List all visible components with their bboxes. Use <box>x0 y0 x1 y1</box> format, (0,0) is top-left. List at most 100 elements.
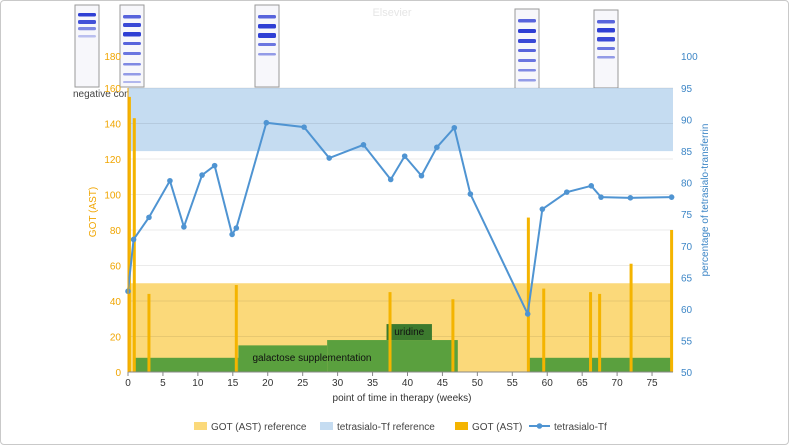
tf-point-21 <box>563 189 570 195</box>
legend-label: GOT (AST) reference <box>211 422 307 433</box>
gel-image-3 <box>514 8 540 90</box>
legend-label: tetrasialo-Tf reference <box>337 422 435 433</box>
tf-point-7 <box>229 231 235 238</box>
gel-band <box>78 27 96 31</box>
gel-band <box>258 24 276 29</box>
gel-band <box>597 20 615 24</box>
gel-band <box>123 73 141 76</box>
gel-band <box>518 29 536 33</box>
gel-band <box>123 81 141 83</box>
tf-series-line <box>127 121 672 318</box>
x-tick-label: 50 <box>472 378 484 389</box>
tf-point-25 <box>668 194 675 200</box>
tf-point-6 <box>211 162 218 169</box>
y-left-tick-label: 140 <box>104 120 121 131</box>
x-tick-label: 65 <box>577 378 589 389</box>
y-axis-left-title: GOT (AST) <box>88 187 99 237</box>
y-right-tick-label: 85 <box>681 147 693 158</box>
gel-band <box>518 19 536 23</box>
legend-swatch <box>455 422 468 430</box>
y-left-tick-label: 60 <box>110 262 122 273</box>
legend-label: GOT (AST) <box>472 422 522 433</box>
tf-point-9 <box>263 119 270 126</box>
y-right-tick-label: 95 <box>681 84 693 95</box>
gel-frame <box>74 4 100 88</box>
gel-images: 180 100 <box>74 4 698 90</box>
legend-swatch <box>194 422 207 430</box>
y-left-tick-label: 40 <box>110 297 122 308</box>
got-bar-9 <box>598 293 602 372</box>
tf-point-17 <box>451 124 458 131</box>
got-bar-3 <box>234 285 238 372</box>
uridine-band <box>386 324 432 341</box>
gel-band <box>597 37 615 42</box>
tf-point-2 <box>146 214 152 221</box>
x-tick-label: 15 <box>227 378 239 389</box>
gel-band <box>518 59 536 62</box>
galactose-step-1 <box>238 345 328 372</box>
y-left-tick-label: 20 <box>110 333 122 344</box>
tf-point-12 <box>360 142 367 148</box>
got-bar-7 <box>542 288 546 372</box>
y-right-tick-label: 50 <box>681 368 693 379</box>
tf-point-24 <box>627 195 634 201</box>
panel-tick-right: 100 <box>681 52 698 63</box>
gel-band <box>518 49 536 52</box>
gel-band <box>123 23 141 27</box>
got-bar-4 <box>388 292 392 372</box>
gel-band <box>78 20 96 24</box>
x-tick-label: 20 <box>262 378 274 389</box>
axes: 0 5 10 15 20 25 30 35 40 45 50 55 60 65 70 75 0 20 40 60 80 1… <box>104 84 692 389</box>
galactose-label: galactose supplementation <box>253 353 372 364</box>
gel-band <box>258 53 276 56</box>
tf-point-14 <box>401 153 408 159</box>
tf-reference-band <box>128 88 673 152</box>
tf-point-15 <box>418 172 425 179</box>
gel-band <box>258 43 276 46</box>
got-bar-5 <box>451 299 455 372</box>
gel-band <box>123 52 141 55</box>
got-bar-2 <box>147 293 151 372</box>
gel-band <box>518 79 536 82</box>
legend: GOT (AST) reference tetrasialo-Tf referen… <box>194 422 607 433</box>
got-bar-6 <box>526 217 530 372</box>
tf-point-13 <box>387 176 394 183</box>
y-right-tick-label: 55 <box>681 336 693 347</box>
legend-swatch <box>320 422 333 430</box>
gel-band <box>123 15 141 19</box>
got-bar-10 <box>629 263 633 372</box>
x-tick-label: 55 <box>507 378 519 389</box>
x-tick-label: 30 <box>332 378 344 389</box>
y-left-tick-label: 120 <box>104 155 121 166</box>
y-right-tick-label: 65 <box>681 273 693 284</box>
y-right-tick-label: 75 <box>681 210 693 221</box>
x-tick-label: 60 <box>542 378 554 389</box>
x-tick-label: 25 <box>297 378 309 389</box>
tf-point-19 <box>524 311 531 317</box>
tf-point-3 <box>167 177 173 184</box>
gel-band <box>258 15 276 19</box>
y-right-tick-label: 90 <box>681 116 693 127</box>
x-tick-label: 0 <box>125 378 131 389</box>
gel-band <box>123 32 141 37</box>
y-axis-right-title: percentage of tetrasialo-transferrin <box>700 124 711 277</box>
panel-tick-left: 180 <box>104 52 121 63</box>
y-right-tick-label: 70 <box>681 242 693 253</box>
gel-band <box>123 63 141 66</box>
x-tick-label: 45 <box>437 378 449 389</box>
x-tick-label: 35 <box>367 378 379 389</box>
y-right-tick-label: 60 <box>681 305 693 316</box>
y-right-tick-label: 80 <box>681 179 693 190</box>
gel-image-4 <box>593 9 619 89</box>
gel-band <box>518 39 536 43</box>
x-tick-label: 40 <box>402 378 414 389</box>
got-bar-1 <box>132 118 136 372</box>
tf-point-18 <box>467 191 474 197</box>
galactose-step-2 <box>327 340 458 372</box>
got-bar-8 <box>589 292 593 372</box>
gel-image-1 <box>119 4 145 88</box>
gel-band <box>78 13 96 17</box>
x-tick-label: 5 <box>160 378 166 389</box>
y-left-tick-label: 160 <box>104 84 121 95</box>
